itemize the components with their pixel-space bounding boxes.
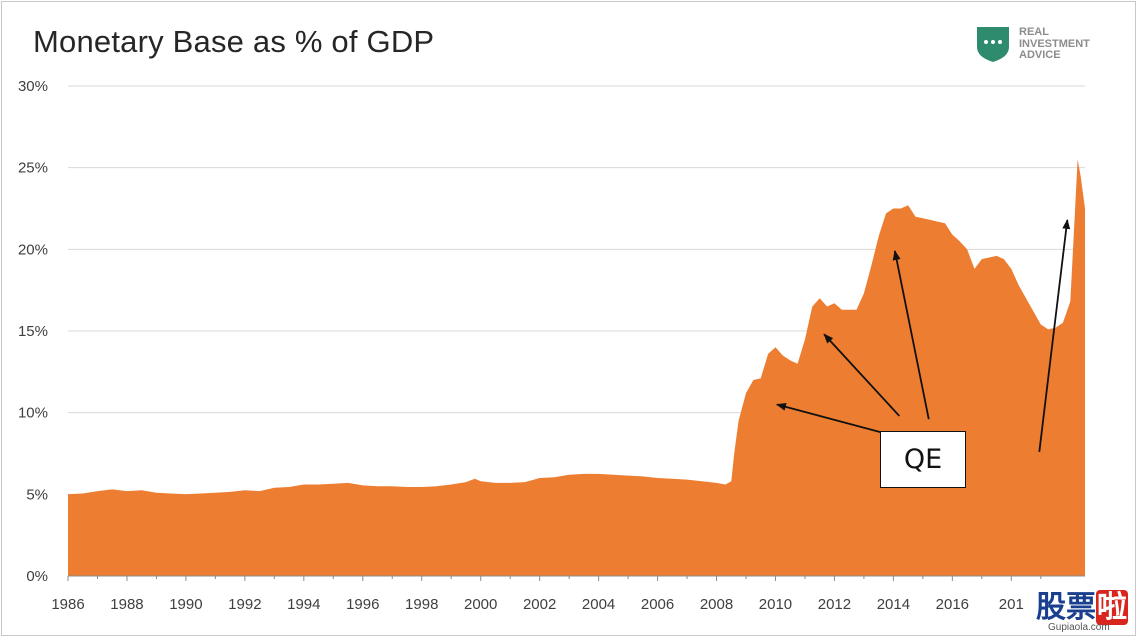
qe-annotation-box: QE: [880, 431, 966, 488]
x-tick-label: 2010: [759, 596, 792, 613]
x-tick-label: 1994: [287, 596, 320, 613]
qe-arrow-2: [823, 333, 900, 417]
x-tick-label: 201: [999, 596, 1024, 613]
x-tick-label: 2008: [700, 596, 733, 613]
watermark-char-2: 票: [1066, 590, 1096, 625]
y-tick-label: 0%: [26, 568, 48, 585]
logo-line-2: INVESTMENT: [1019, 37, 1090, 50]
x-tick-label: 1988: [110, 596, 143, 613]
logo-text: REAL INVESTMENT ADVICE: [1019, 26, 1090, 62]
gupiaola-watermark: 股票啦 Gupiaola.com: [1036, 582, 1139, 639]
logo-line-3: ADVICE: [1019, 49, 1061, 61]
watermark-chars: 股票啦: [1036, 582, 1128, 626]
real-investment-advice-logo: REAL INVESTMENT ADVICE: [975, 25, 1125, 65]
y-tick-label: 20%: [18, 241, 48, 258]
chart-title: Monetary Base as % of GDP: [33, 24, 435, 59]
x-tick-label: 2014: [877, 596, 910, 613]
area-series: [68, 159, 1085, 576]
y-tick-label: 5%: [26, 486, 48, 503]
watermark-char-3: 啦: [1096, 590, 1128, 625]
x-tick-label: 1998: [405, 596, 438, 613]
logo-line-1: REAL: [1019, 26, 1049, 38]
x-tick-label: 2004: [582, 596, 615, 613]
x-tick-label: 2006: [641, 596, 674, 613]
qe-label: QE: [903, 444, 943, 475]
watermark-char-1: 股: [1036, 590, 1066, 625]
x-tick-label: 1996: [346, 596, 379, 613]
area-fill: [68, 159, 1085, 576]
x-tick-label: 2016: [936, 596, 969, 613]
qe-arrow-4: [1038, 218, 1071, 452]
x-tick-label: 1986: [51, 596, 84, 613]
y-tick-label: 30%: [18, 78, 48, 95]
shield-logo-icon: [977, 27, 1009, 62]
y-tick-label: 15%: [18, 323, 48, 340]
qe-arrow-3: [892, 249, 930, 420]
x-tick-label: 1992: [228, 596, 261, 613]
x-tick-label: 2002: [523, 596, 556, 613]
watermark-url: Gupiaola.com: [1048, 622, 1110, 633]
x-tick-label: 2012: [818, 596, 851, 613]
qe-arrows: [775, 218, 1071, 452]
y-tick-label: 25%: [18, 160, 48, 177]
axes: 0% 5% 10% 15% 20% 25% 30% 1986 1988 1990 1992 1994 1…: [18, 78, 1085, 613]
x-tick-label: 1990: [169, 596, 202, 613]
x-tick-label: 2000: [464, 596, 497, 613]
y-tick-label: 10%: [18, 405, 48, 422]
